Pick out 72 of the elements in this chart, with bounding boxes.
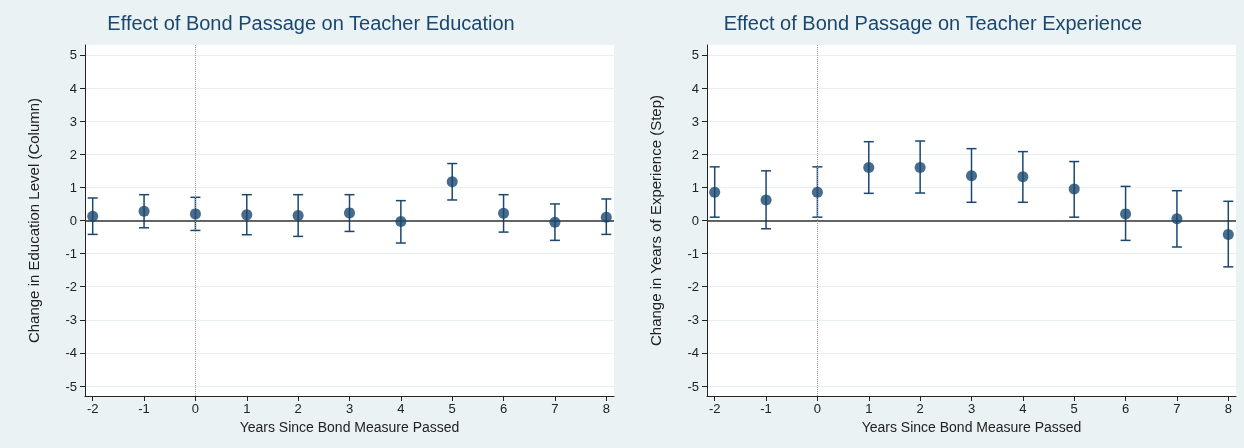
- x-tick-label: 8: [602, 401, 610, 416]
- y-tick-label: 3: [69, 113, 77, 129]
- y-tick-label: 1: [69, 179, 77, 195]
- x-axis-title: Years Since Bond Measure Passed: [239, 418, 460, 435]
- y-tick-label: 5: [691, 47, 699, 63]
- point: [1171, 213, 1183, 225]
- y-axis-title: Change in Education Level (Column): [25, 97, 42, 344]
- point: [1017, 171, 1029, 183]
- y-tick-label: 0: [691, 213, 699, 228]
- x-tick-label: 5: [1070, 401, 1078, 416]
- x-axis-title: Years Since Bond Measure Passed: [861, 418, 1082, 435]
- x-tick-label: 2: [294, 401, 302, 416]
- y-tick-label: -1: [65, 246, 77, 262]
- x-tick-label: 3: [967, 401, 976, 416]
- x-tick-label: 7: [551, 401, 559, 416]
- point: [1222, 228, 1234, 240]
- point: [138, 205, 150, 217]
- point: [549, 216, 561, 228]
- point: [914, 162, 926, 174]
- x-tick-label: 8: [1224, 401, 1232, 416]
- point: [241, 209, 253, 221]
- point: [1068, 183, 1080, 195]
- point: [966, 170, 977, 182]
- x-tick-label: 0: [191, 401, 200, 416]
- x-tick-label: 4: [397, 401, 405, 416]
- y-tick-label: 2: [69, 146, 77, 162]
- point: [863, 162, 875, 174]
- y-axis-title: Change in Years of Experience (Step): [647, 95, 664, 346]
- x-tick-label: 3: [345, 401, 354, 416]
- x-tick-label: -1: [760, 401, 772, 416]
- x-tick-label: 2: [916, 401, 924, 416]
- chart-title: Effect of Bond Passage on Teacher Experience: [723, 12, 1143, 34]
- point: [600, 211, 612, 223]
- y-tick-label: -4: [687, 345, 699, 361]
- y-tick-label: 3: [691, 113, 699, 129]
- point: [709, 186, 721, 198]
- x-tick-label: 0: [813, 401, 822, 416]
- y-tick-label: 4: [691, 80, 699, 96]
- y-tick-label: -4: [65, 345, 77, 361]
- point: [811, 186, 823, 198]
- y-tick-label: -3: [687, 312, 699, 328]
- x-tick-label: 1: [243, 401, 251, 416]
- y-tick-label: -2: [65, 279, 77, 295]
- point: [446, 176, 458, 188]
- point: [1120, 208, 1132, 220]
- point: [189, 208, 201, 220]
- x-tick-label: 7: [1173, 401, 1181, 416]
- y-tick-label: 0: [69, 213, 77, 228]
- x-tick-label: 1: [865, 401, 873, 416]
- x-tick-label: 6: [499, 401, 508, 416]
- point: [87, 210, 99, 222]
- y-tick-label: -2: [687, 279, 699, 295]
- point: [760, 194, 772, 206]
- y-tick-label: 2: [691, 146, 699, 162]
- x-tick-label: 6: [1121, 401, 1130, 416]
- chart-title: Effect of Bond Passage on Teacher Education: [107, 12, 515, 34]
- y-tick-label: 5: [69, 47, 77, 63]
- x-tick-label: -2: [86, 401, 99, 416]
- y-tick-label: 1: [691, 179, 699, 195]
- point: [344, 207, 355, 219]
- x-tick-label: 5: [448, 401, 456, 416]
- x-tick-label: 4: [1019, 401, 1027, 416]
- y-tick-label: -5: [687, 378, 699, 394]
- x-tick-label: -2: [708, 401, 721, 416]
- x-tick-label: -1: [138, 401, 150, 416]
- point: [292, 210, 304, 222]
- y-tick-label: -5: [65, 378, 77, 394]
- y-tick-label: -1: [687, 246, 699, 262]
- point: [498, 207, 510, 219]
- y-tick-label: 4: [69, 80, 77, 96]
- y-tick-label: -3: [65, 312, 77, 328]
- point: [395, 216, 407, 227]
